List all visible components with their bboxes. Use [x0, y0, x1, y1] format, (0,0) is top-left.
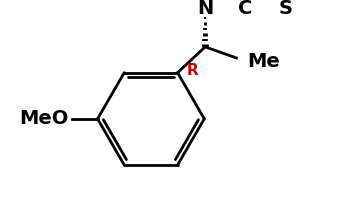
Text: R: R [186, 63, 198, 78]
Text: Me: Me [248, 52, 280, 71]
Text: N: N [197, 0, 213, 18]
Text: S: S [279, 0, 293, 18]
Text: MeO: MeO [19, 109, 68, 128]
Text: C: C [239, 0, 253, 18]
